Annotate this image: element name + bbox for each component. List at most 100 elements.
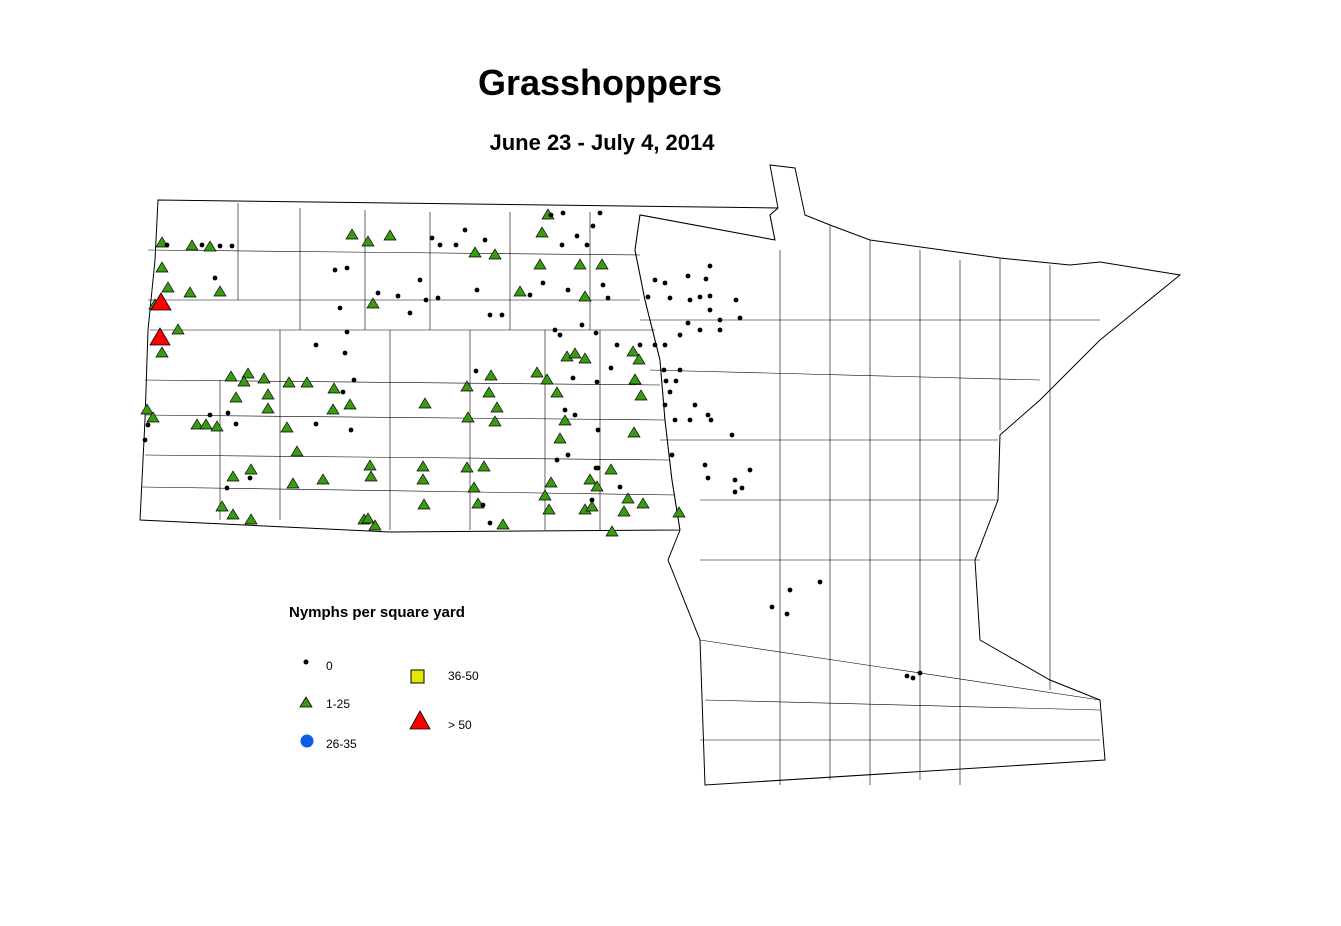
observation-zero-marker (351, 377, 357, 383)
observation-1-25-marker (488, 415, 502, 427)
observation-zero-marker (702, 462, 708, 468)
observation-zero-marker (337, 305, 343, 311)
observation-1-25-marker (224, 370, 238, 382)
legend-label-over-50: > 50 (448, 718, 472, 732)
observation-1-25-marker (568, 347, 582, 359)
observation-zero-marker (692, 402, 698, 408)
observation-zero-marker (589, 497, 595, 503)
observation-zero-marker (217, 243, 223, 249)
legend-title: Nymphs per square yard (289, 604, 465, 621)
observation-1-25-marker (418, 397, 432, 409)
observation-1-25-marker (533, 258, 547, 270)
observation-zero-marker (164, 242, 170, 248)
observation-zero-marker (199, 242, 205, 248)
observation-over-50-marker (150, 292, 172, 311)
observation-zero-marker (685, 320, 691, 326)
observation-1-25-marker (477, 460, 491, 472)
observation-zero-marker (584, 242, 590, 248)
county-boundary (704, 699, 1101, 711)
legend-red-triangle-symbol (409, 710, 431, 730)
observation-1-25-marker (544, 476, 558, 488)
observation-1-25-marker (595, 258, 609, 270)
observation-zero-marker (652, 277, 658, 283)
observation-zero-marker (233, 421, 239, 427)
observation-zero-marker (562, 407, 568, 413)
observation-1-25-marker (488, 248, 502, 260)
observation-zero-marker (572, 412, 578, 418)
observation-1-25-marker (605, 525, 619, 537)
observation-zero-marker (605, 295, 611, 301)
observation-1-25-marker (636, 497, 650, 509)
observation-zero-marker (487, 312, 493, 318)
observation-1-25-marker (343, 398, 357, 410)
county-boundary (147, 249, 641, 256)
observation-zero-marker (482, 237, 488, 243)
observation-1-25-marker (628, 373, 642, 385)
observation-1-25-marker (171, 323, 185, 335)
observation-1-25-marker (290, 445, 304, 457)
observation-zero-marker (685, 273, 691, 279)
observation-zero-marker (910, 675, 916, 681)
legend-dot-symbol (303, 659, 309, 665)
observation-1-25-marker (226, 508, 240, 520)
observation-1-25-marker (383, 229, 397, 241)
observation-zero-marker (435, 295, 441, 301)
observation-zero-marker (429, 235, 435, 241)
observation-zero-marker (703, 276, 709, 282)
observation-1-25-marker (213, 285, 227, 297)
observation-1-25-marker (203, 240, 217, 252)
observation-1-25-marker (460, 461, 474, 473)
observation-1-25-marker (161, 281, 175, 293)
observation-zero-marker (617, 484, 623, 490)
observation-zero-marker (557, 332, 563, 338)
observation-1-25-marker (578, 290, 592, 302)
observation-1-25-marker (558, 414, 572, 426)
observation-zero-marker (917, 670, 923, 676)
observation-zero-marker (652, 342, 658, 348)
observation-zero-marker (729, 432, 735, 438)
observation-zero-marker (667, 295, 673, 301)
observation-zero-marker (487, 520, 493, 526)
observation-1-25-marker (530, 366, 544, 378)
observation-1-25-marker (286, 477, 300, 489)
legend-label-26-35: 26-35 (326, 737, 357, 751)
observation-1-25-marker (617, 505, 631, 517)
observation-1-25-marker (257, 372, 271, 384)
observation-1-25-marker (550, 386, 564, 398)
map-title: Grasshoppers (477, 62, 723, 103)
observation-1-25-marker (468, 246, 482, 258)
legend-yellow-square-symbol (410, 669, 425, 684)
observation-zero-marker (662, 342, 668, 348)
observation-zero-marker (705, 475, 711, 481)
map-subtitle: June 23 - July 4, 2014 (489, 130, 715, 155)
county-boundary (649, 369, 1041, 381)
observation-1-25-marker (363, 459, 377, 471)
observation-1-25-marker (417, 498, 431, 510)
observation-1-25-marker (604, 463, 618, 475)
observation-zero-marker (552, 327, 558, 333)
observation-1-25-marker (261, 402, 275, 414)
observation-zero-marker (662, 402, 668, 408)
observation-1-25-marker (210, 420, 224, 432)
observation-1-25-marker (241, 367, 255, 379)
observation-zero-marker (453, 242, 459, 248)
observation-zero-marker (145, 422, 151, 428)
observation-zero-marker (645, 294, 651, 300)
observation-zero-marker (570, 375, 576, 381)
observation-zero-marker (342, 350, 348, 356)
observation-1-25-marker (280, 421, 294, 433)
observation-zero-marker (707, 263, 713, 269)
observation-zero-marker (142, 437, 148, 443)
observation-zero-marker (637, 342, 643, 348)
observation-1-25-marker (190, 418, 204, 430)
observation-zero-marker (332, 267, 338, 273)
county-boundary (144, 454, 671, 461)
observation-zero-marker (769, 604, 775, 610)
observation-zero-marker (247, 475, 253, 481)
observation-zero-marker (739, 485, 745, 491)
observation-1-25-marker (627, 426, 641, 438)
observation-1-25-marker (327, 382, 341, 394)
observation-zero-marker (594, 379, 600, 385)
observation-1-25-marker (326, 403, 340, 415)
